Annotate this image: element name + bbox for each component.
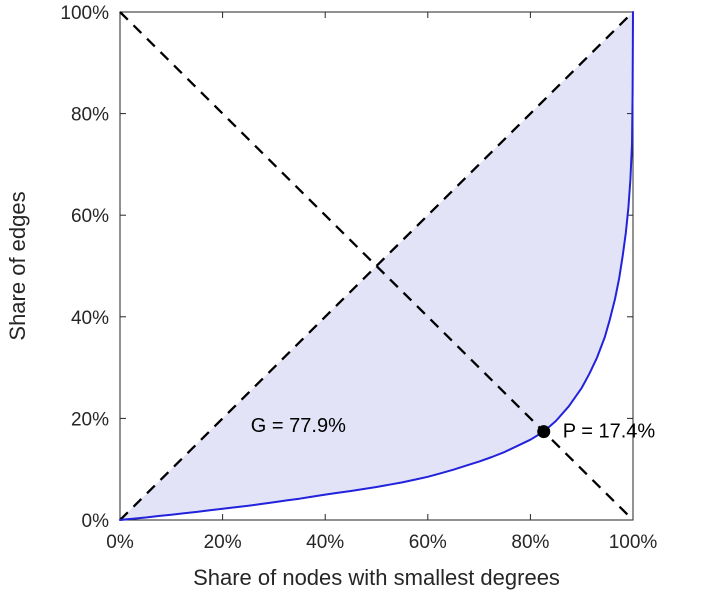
x-tick-label: 100%: [609, 532, 658, 553]
plot-box: [119, 11, 634, 521]
y-tick-label: 60%: [71, 206, 109, 227]
y-tick-label: 0%: [82, 511, 110, 532]
y-tick-label: 40%: [71, 308, 109, 329]
intersection-point: [537, 425, 551, 439]
gini-annotation: G = 77.9%: [251, 415, 346, 437]
x-tick-label: 0%: [106, 532, 134, 553]
equality-diagonal-line: [119, 11, 634, 521]
y-tick-label: 100%: [60, 3, 109, 24]
lorenz-curve: [119, 11, 634, 521]
y-axis-label: Share of edges: [5, 191, 30, 340]
x-axis-label: Share of nodes with smallest degrees: [193, 565, 560, 590]
y-tick-label: 80%: [71, 105, 109, 126]
x-tick-label: 40%: [306, 532, 344, 553]
x-tick-label: 60%: [409, 532, 447, 553]
x-tick-label: 20%: [204, 532, 242, 553]
antidiagonal-line: [119, 11, 634, 521]
x-tick-label: 80%: [511, 532, 549, 553]
y-tick-label: 20%: [71, 409, 109, 430]
p-annotation: P = 17.4%: [563, 421, 656, 443]
